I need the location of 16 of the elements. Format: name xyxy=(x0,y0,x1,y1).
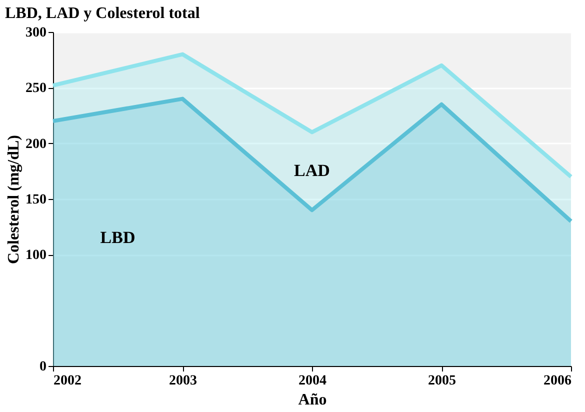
x-tick-label: 2006 xyxy=(544,374,572,388)
y-tick-label: 100 xyxy=(26,248,46,264)
x-axis-title: Año xyxy=(298,392,327,408)
y-tick-label: 0 xyxy=(40,360,46,374)
annotation: LAD xyxy=(294,161,330,180)
y-tick-label: 250 xyxy=(26,81,46,96)
x-tick-label: 2002 xyxy=(54,374,82,388)
x-tick-label: 2004 xyxy=(298,374,326,388)
y-axis-title: Colesterol (mg/dL) xyxy=(6,134,22,264)
x-tick-label: 2005 xyxy=(428,374,456,388)
y-tick-label: 150 xyxy=(26,192,46,208)
y-tick-label: 200 xyxy=(26,136,46,152)
y-tick-label: 300 xyxy=(26,26,46,40)
chart-title: LBD, LAD y Colesterol total xyxy=(5,5,200,22)
x-tick-label: 2003 xyxy=(169,374,197,388)
series-label: LBD xyxy=(100,228,136,247)
